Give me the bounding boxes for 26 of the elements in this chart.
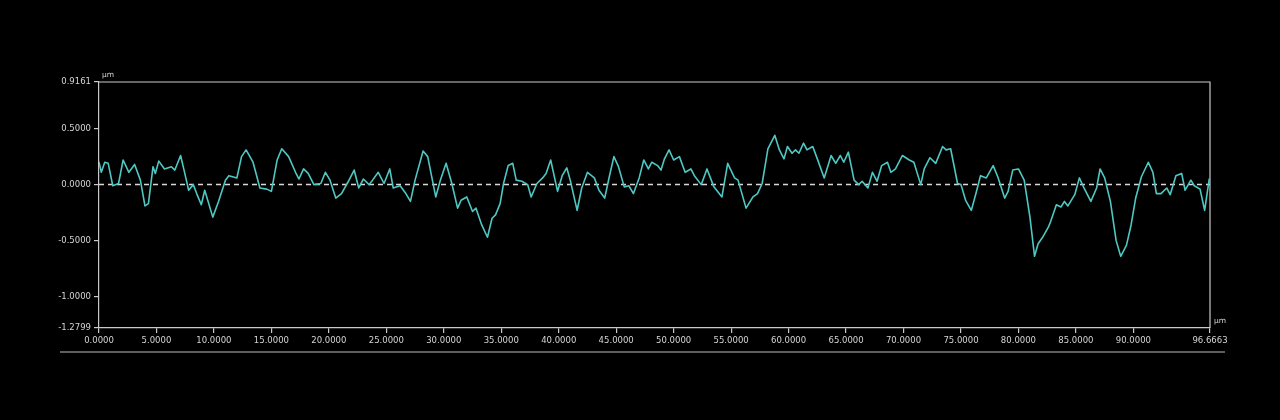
x-tick-label: 20.0000: [311, 335, 347, 346]
x-tick-label: 25.0000: [368, 335, 404, 346]
x-tick-label: 40.0000: [541, 335, 577, 346]
y-tick-label: 0.0000: [61, 178, 91, 189]
y-tick-label: -1.0000: [58, 290, 91, 301]
y-tick-label: 0.5000: [61, 122, 91, 133]
x-tick-label: 50.0000: [656, 335, 692, 346]
x-tick-label: 5.0000: [141, 335, 172, 346]
y-tick-label: -1.2799: [58, 322, 91, 333]
x-tick-label: 65.0000: [828, 335, 864, 346]
x-tick-label: 80.0000: [1000, 335, 1037, 346]
x-tick-label: 96.6663: [1192, 335, 1228, 346]
x-tick-label: 0.0000: [84, 335, 114, 346]
x-tick-label: 45.0000: [598, 335, 634, 346]
x-tick-label: 85.0000: [1058, 335, 1094, 346]
x-tick-label: 35.0000: [483, 335, 519, 346]
y-tick-label: -0.5000: [58, 234, 91, 245]
x-tick-label: 30.0000: [426, 335, 462, 346]
x-tick-label: 55.0000: [713, 335, 749, 346]
x-tick-label: 15.0000: [253, 335, 289, 346]
x-tick-label: 70.0000: [885, 335, 922, 346]
x-tick-label: 90.0000: [1115, 335, 1151, 346]
x-tick-label: 60.0000: [771, 335, 807, 346]
x-tick-label: 75.0000: [943, 335, 979, 346]
y-tick-label: 0.9161: [61, 76, 91, 87]
x-tick-label: 10.0000: [196, 335, 232, 346]
